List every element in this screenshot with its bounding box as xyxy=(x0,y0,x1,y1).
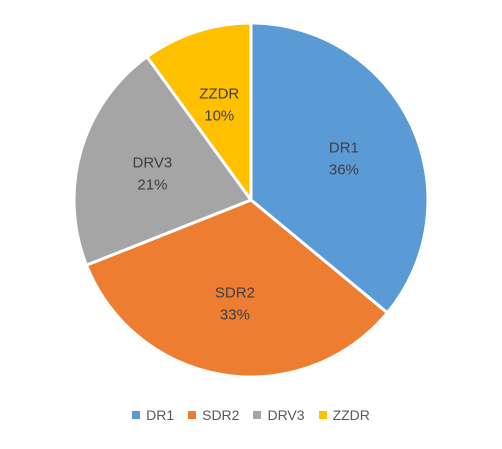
slice-percent-label-drv3: 21% xyxy=(137,176,167,193)
legend-swatch xyxy=(132,411,141,419)
slice-name-label-sdr2: SDR2 xyxy=(215,284,255,301)
legend-label: ZZDR xyxy=(332,407,370,423)
legend-swatch xyxy=(318,411,327,419)
pie-slice-zzdr xyxy=(145,21,253,202)
legend-label: DR1 xyxy=(146,407,175,423)
legend-item-dr1: DR1 xyxy=(132,407,174,423)
legend-item-zzdr: ZZDR xyxy=(318,407,370,423)
slice-name-label-zzdr: ZZDR xyxy=(199,85,239,102)
slice-percent-label-dr1: 36% xyxy=(329,161,359,178)
pie-slices xyxy=(72,21,430,379)
slice-name-label-drv3: DRV3 xyxy=(133,154,173,171)
slice-percent-label-zzdr: 10% xyxy=(204,107,234,124)
legend-swatch xyxy=(188,411,197,419)
slice-percent-label-sdr2: 33% xyxy=(220,306,250,323)
pie-slice-dr1 xyxy=(249,21,430,315)
legend-item-sdr2: SDR2 xyxy=(188,407,239,423)
pie-data-labels: DR1 36% SDR2 33% DRV3 21% ZZDR 10% xyxy=(133,85,359,323)
legend-swatch xyxy=(253,411,262,419)
pie-slice-drv3 xyxy=(72,55,253,267)
legend-label: SDR2 xyxy=(202,407,240,423)
slice-name-label-dr1: DR1 xyxy=(329,139,359,156)
legend-item-drv3: DRV3 xyxy=(253,407,305,423)
chart-legend: DR1 SDR2 DRV3 ZZDR xyxy=(0,407,502,423)
legend-label: DRV3 xyxy=(267,407,305,423)
pie-slice-sdr2 xyxy=(84,198,389,379)
